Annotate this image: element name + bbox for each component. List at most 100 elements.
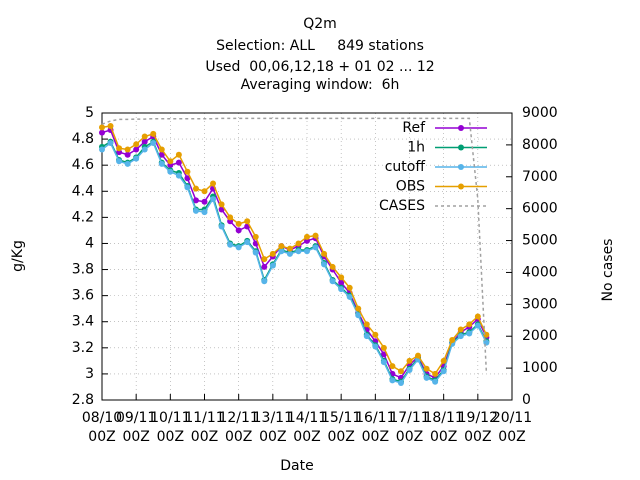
data-point: [295, 248, 302, 255]
data-point: [244, 218, 251, 225]
data-point: [380, 359, 387, 366]
data-point: [192, 207, 199, 214]
y2-tick-label: 6000: [522, 201, 558, 217]
data-point: [218, 223, 225, 230]
plot-frame: [101, 112, 513, 401]
data-point: [466, 321, 473, 328]
data-point: [380, 351, 387, 358]
data-point: [235, 220, 242, 227]
x-tick-label: 17/11 00Z: [389, 410, 429, 445]
y2-axis-label: No cases: [600, 239, 616, 302]
data-point: [124, 146, 131, 153]
data-point: [372, 343, 379, 350]
data-point: [201, 209, 208, 216]
data-point: [372, 331, 379, 338]
data-point: [218, 201, 225, 208]
data-point: [235, 244, 242, 251]
data-point: [175, 159, 182, 166]
data-point: [338, 286, 345, 293]
data-point: [261, 278, 268, 285]
y-tick-label: 4.8: [72, 131, 94, 147]
data-point: [141, 133, 148, 140]
data-point: [124, 160, 131, 167]
series-line: [101, 141, 488, 384]
data-point: [218, 206, 225, 213]
y2-tick-label: 0: [522, 392, 531, 408]
x-tick-label: 08/10 00Z: [82, 410, 122, 445]
x-tick-label: 20/11 00Z: [492, 410, 532, 445]
data-point: [99, 124, 105, 131]
data-point: [363, 321, 370, 328]
legend-marker: [458, 164, 464, 170]
data-point: [99, 146, 105, 153]
x-tick-label: 09/11 00Z: [116, 410, 156, 445]
data-point: [423, 374, 430, 381]
data-point: [346, 284, 353, 291]
legend-label: cutoff: [385, 159, 426, 175]
data-point: [466, 330, 473, 337]
data-point: [158, 146, 165, 153]
legend-marker: [458, 125, 464, 131]
y-tick-label: 3.8: [72, 262, 94, 278]
x-tick-label: 12/11 00Z: [218, 410, 258, 445]
y2-tick-label: 7000: [522, 169, 558, 185]
x-tick-label: 14/11 00Z: [287, 410, 327, 445]
data-point: [440, 368, 447, 375]
y-tick-label: 2.8: [72, 392, 94, 408]
data-point: [286, 245, 293, 252]
data-point: [346, 293, 353, 300]
data-point: [432, 378, 439, 385]
data-point: [423, 365, 430, 372]
data-point: [397, 380, 404, 387]
data-point: [338, 274, 345, 281]
x-tick-label: 18/11 00Z: [423, 410, 463, 445]
data-point: [440, 357, 447, 364]
y-tick-label: 3.6: [72, 288, 94, 304]
data-point: [312, 232, 319, 239]
data-point: [133, 146, 140, 153]
x-tick-label: 16/11 00Z: [355, 410, 395, 445]
y-tick-label: 3: [85, 366, 94, 382]
data-point: [329, 278, 336, 285]
data-point: [355, 305, 362, 312]
data-point: [201, 198, 208, 205]
data-point: [457, 333, 464, 340]
x-tick-label: 11/11 00Z: [184, 410, 224, 445]
data-point: [133, 155, 140, 162]
data-point: [406, 357, 413, 364]
data-point: [278, 243, 285, 250]
chart-title: Q2m: [303, 16, 337, 32]
data-point: [261, 263, 268, 270]
legend-marker: [458, 183, 464, 190]
y2-tick-label: 5000: [522, 233, 558, 249]
data-point: [116, 158, 123, 165]
data-point: [227, 241, 234, 248]
data-point: [201, 188, 208, 195]
legend-marker: [458, 144, 464, 151]
y-tick-label: 4.6: [72, 157, 94, 173]
x-tick-label: 10/11 00Z: [150, 410, 190, 445]
series-line: [101, 117, 488, 373]
data-point: [124, 151, 131, 158]
y2-tick-label: 1000: [522, 360, 558, 376]
data-point: [150, 140, 157, 147]
data-point: [158, 151, 165, 158]
data-point: [432, 370, 439, 377]
data-point: [397, 368, 404, 375]
data-point: [321, 261, 328, 268]
data-point: [252, 233, 259, 240]
series-line: [101, 140, 488, 383]
data-point: [192, 185, 199, 192]
y-tick-label: 4.4: [72, 183, 94, 199]
data-point: [167, 158, 174, 165]
chart-subtitle: Averaging window: 6h: [241, 77, 400, 93]
data-point: [99, 129, 105, 136]
data-point: [133, 141, 140, 148]
data-point: [227, 214, 234, 221]
data-point: [415, 352, 422, 359]
x-tick-label: 13/11 00Z: [253, 410, 293, 445]
y-tick-label: 4.2: [72, 209, 94, 225]
data-point: [150, 130, 157, 137]
data-point: [261, 256, 268, 263]
